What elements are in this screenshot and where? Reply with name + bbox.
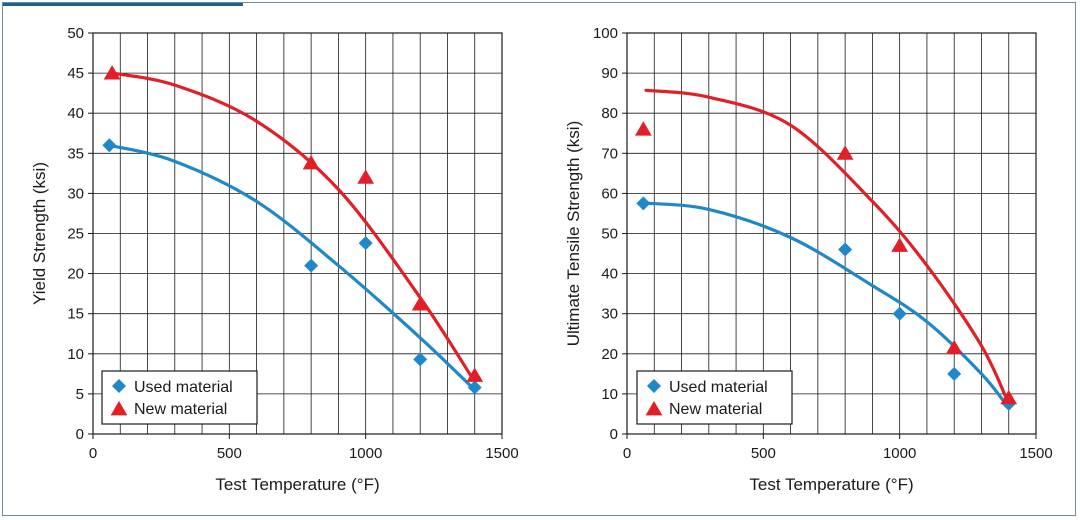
y-axis-label: Yield Strength (ksi) bbox=[30, 162, 49, 305]
x-tick-label: 500 bbox=[217, 445, 242, 462]
y-tick-label: 20 bbox=[67, 266, 84, 283]
legend: Used material New material bbox=[636, 370, 793, 425]
y-tick-label: 10 bbox=[67, 346, 84, 363]
legend-diamond-icon bbox=[112, 379, 126, 393]
legend-triangle-icon bbox=[645, 401, 663, 416]
used-material-point bbox=[947, 366, 962, 381]
top-accent-bar bbox=[3, 3, 243, 6]
x-tick-label: 500 bbox=[751, 445, 776, 462]
legend: Used material New material bbox=[101, 370, 258, 425]
y-tick-label: 70 bbox=[601, 145, 618, 162]
y-tick-label: 50 bbox=[601, 226, 618, 243]
used-material-point bbox=[892, 306, 907, 321]
y-tick-label: 20 bbox=[601, 346, 618, 363]
y-tick-label: 60 bbox=[601, 185, 618, 202]
legend-box bbox=[101, 370, 258, 425]
used-material-point bbox=[838, 242, 853, 257]
y-tick-label: 10 bbox=[601, 386, 618, 403]
legend-label: Used material bbox=[669, 379, 768, 396]
used-material-trend-line bbox=[107, 143, 477, 392]
used-material-point bbox=[102, 138, 117, 153]
legend-label: New material bbox=[134, 401, 227, 418]
new-material-point bbox=[103, 65, 121, 80]
new-material-point bbox=[836, 145, 854, 160]
new-material-point bbox=[466, 367, 484, 382]
y-tick-label: 0 bbox=[76, 426, 84, 443]
new-material-point bbox=[891, 237, 909, 252]
y-tick-label: 80 bbox=[601, 105, 618, 122]
legend-box bbox=[636, 370, 793, 425]
legend-diamond-icon bbox=[647, 379, 661, 393]
x-axis-label: Test Temperature (°F) bbox=[215, 475, 379, 494]
new-material-point bbox=[357, 169, 375, 184]
y-tick-label: 50 bbox=[67, 25, 84, 42]
y-tick-label: 40 bbox=[67, 105, 84, 122]
legend-triangle-icon bbox=[110, 401, 128, 416]
x-tick-label: 0 bbox=[623, 445, 631, 462]
used-material-point bbox=[413, 352, 428, 367]
used-material-point bbox=[358, 236, 373, 251]
y-tick-label: 100 bbox=[593, 25, 618, 42]
used-material-point bbox=[636, 196, 651, 211]
legend-label: Used material bbox=[134, 379, 233, 396]
new-material-point bbox=[1000, 389, 1018, 405]
x-tick-label: 1000 bbox=[883, 445, 916, 462]
y-tick-label: 15 bbox=[67, 306, 84, 323]
new-material-point bbox=[945, 339, 963, 355]
x-tick-label: 0 bbox=[89, 445, 97, 462]
new-material-point bbox=[634, 121, 652, 136]
y-tick-label: 0 bbox=[610, 426, 618, 443]
legend-label: New material bbox=[669, 401, 762, 418]
used-material-point bbox=[467, 380, 482, 395]
x-tick-label: 1000 bbox=[349, 445, 382, 462]
y-tick-label: 35 bbox=[67, 145, 84, 162]
y-tick-label: 45 bbox=[67, 65, 84, 82]
y-tick-label: 5 bbox=[76, 386, 84, 403]
x-tick-label: 1500 bbox=[485, 445, 518, 462]
y-tick-label: 30 bbox=[67, 185, 84, 202]
x-axis-label: Test Temperature (°F) bbox=[749, 475, 913, 494]
y-tick-label: 40 bbox=[601, 266, 618, 283]
new-material-point bbox=[302, 154, 320, 170]
y-axis-label: Ultimate Tensile Strength (ksi) bbox=[564, 121, 583, 347]
new-material-point bbox=[411, 296, 429, 311]
used-material-point bbox=[304, 258, 319, 273]
x-tick-label: 1500 bbox=[1019, 445, 1052, 462]
y-tick-label: 25 bbox=[67, 226, 84, 243]
used-material-trend-line bbox=[641, 201, 1011, 410]
y-tick-label: 30 bbox=[601, 306, 618, 323]
new-material-trend-line bbox=[644, 88, 1011, 406]
y-tick-label: 90 bbox=[601, 65, 618, 82]
